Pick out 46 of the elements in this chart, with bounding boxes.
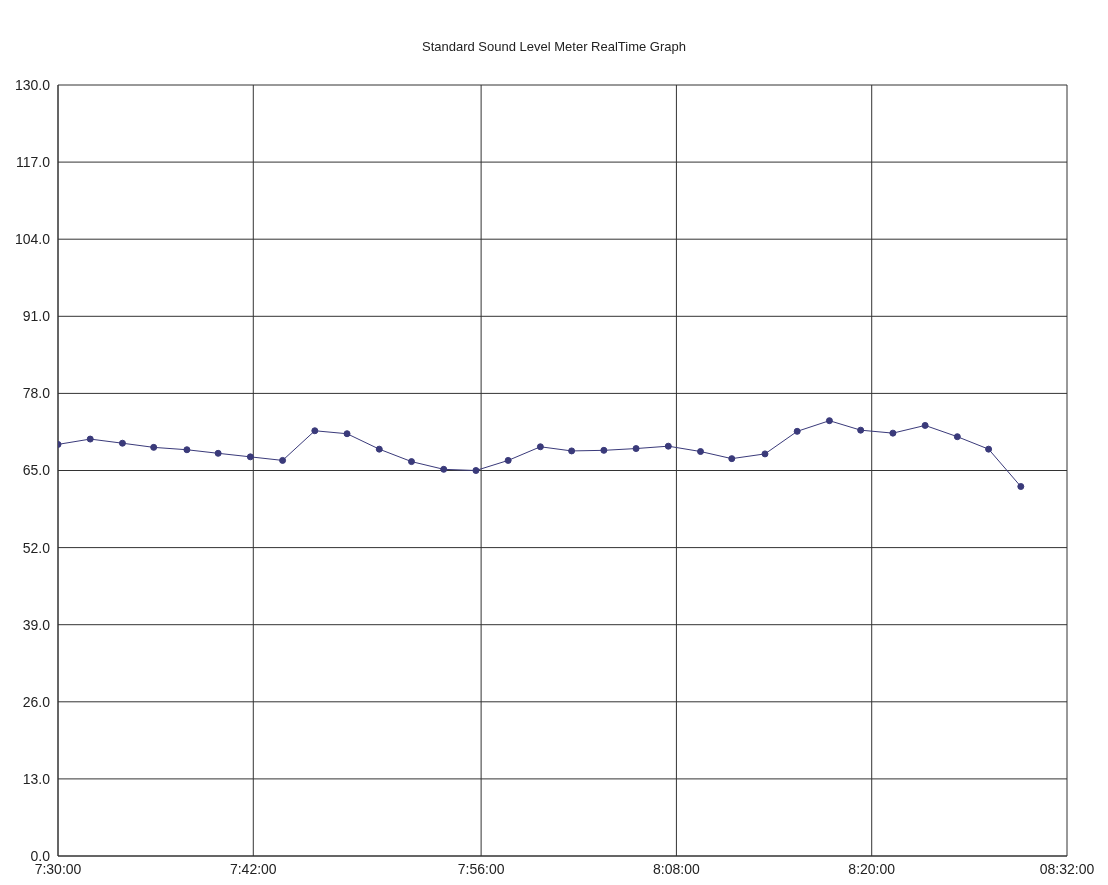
point (214, 449, 222, 457)
y-tick-label: 91.0 (22, 308, 51, 325)
point (793, 427, 801, 435)
point (697, 448, 705, 456)
y-tick-label: 39.0 (22, 616, 51, 633)
point (921, 421, 929, 429)
y-tick-label: 65.0 (22, 462, 51, 479)
y-tick-label: 26.0 (22, 693, 51, 710)
point (889, 429, 897, 437)
point (985, 445, 993, 453)
point (472, 467, 480, 474)
point (183, 446, 191, 454)
x-tick-label: 8:08:00 (653, 860, 700, 877)
point (246, 453, 254, 461)
point (118, 439, 126, 447)
point (86, 435, 94, 443)
point (632, 445, 640, 453)
point (504, 456, 512, 464)
point (728, 455, 736, 463)
point (664, 442, 672, 450)
point (407, 458, 415, 466)
point (536, 443, 544, 451)
point (825, 417, 833, 425)
point (279, 456, 287, 464)
point (568, 447, 576, 455)
chart-title: Standard Sound Level Meter RealTime Graph (421, 38, 687, 56)
y-tick-label: 13.0 (22, 770, 51, 787)
point (1017, 483, 1025, 491)
point (857, 426, 865, 434)
point (440, 465, 448, 473)
y-tick-label: 104.0 (14, 231, 51, 248)
x-tick-label: 08:32:00 (1039, 860, 1095, 877)
y-tick-label: 130.0 (14, 76, 51, 93)
point (761, 450, 769, 458)
point (311, 427, 319, 435)
y-tick-label: 52.0 (22, 539, 51, 556)
x-tick-label: 7:56:00 (457, 860, 505, 877)
point (150, 443, 158, 451)
point (343, 430, 351, 438)
x-tick-label: 7:42:00 (229, 860, 277, 877)
y-tick-label: 78.0 (22, 385, 51, 402)
point (600, 446, 608, 454)
point (953, 433, 961, 441)
x-tick-label: 8:20:00 (848, 860, 896, 877)
y-tick-label: 117.0 (16, 154, 51, 171)
point (375, 445, 383, 453)
